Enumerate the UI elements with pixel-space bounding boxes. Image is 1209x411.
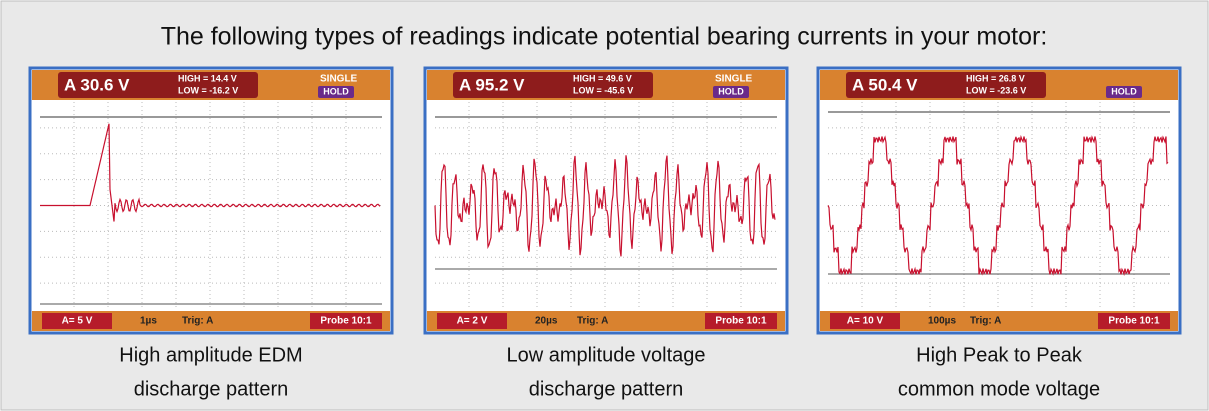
probe: Probe 10:1 <box>1108 316 1160 327</box>
high-reading: HIGH = 49.6 V <box>573 73 632 83</box>
low-reading: LOW = -16.2 V <box>178 85 238 95</box>
scope-frame <box>425 68 787 333</box>
probe: Probe 10:1 <box>715 316 767 327</box>
timebase: 100µs <box>928 316 956 327</box>
reading: A 30.6 V <box>64 75 130 94</box>
page: The following types of readings indicate… <box>0 0 1209 411</box>
timebase: 20µs <box>535 316 558 327</box>
hold: HOLD <box>718 86 744 96</box>
reading: A 50.4 V <box>852 75 918 94</box>
high-reading: HIGH = 26.8 V <box>966 73 1025 83</box>
hold: HOLD <box>323 86 349 96</box>
timebase: 1µs <box>140 316 157 327</box>
reading: A 95.2 V <box>459 75 525 94</box>
range: A= 10 V <box>847 316 884 327</box>
trigger: Trig: A <box>182 316 213 327</box>
scope-frame <box>818 68 1180 333</box>
trigger: Trig: A <box>577 316 608 327</box>
low-reading: LOW = -23.6 V <box>966 85 1026 95</box>
scope-frame <box>30 68 392 333</box>
caption: discharge pattern <box>134 378 289 400</box>
mode: SINGLE <box>715 74 753 85</box>
caption: High amplitude EDM <box>119 344 302 366</box>
caption: Low amplitude voltage <box>506 344 705 366</box>
trigger: Trig: A <box>970 316 1001 327</box>
caption: common mode voltage <box>898 378 1100 400</box>
range: A= 2 V <box>457 316 488 327</box>
low-reading: LOW = -45.6 V <box>573 85 633 95</box>
caption: High Peak to Peak <box>916 344 1083 366</box>
caption: discharge pattern <box>529 378 684 400</box>
probe: Probe 10:1 <box>320 316 372 327</box>
hold: HOLD <box>1111 86 1137 96</box>
range: A= 5 V <box>62 316 93 327</box>
high-reading: HIGH = 14.4 V <box>178 73 237 83</box>
mode: SINGLE <box>320 74 358 85</box>
title: The following types of readings indicate… <box>161 23 1048 51</box>
